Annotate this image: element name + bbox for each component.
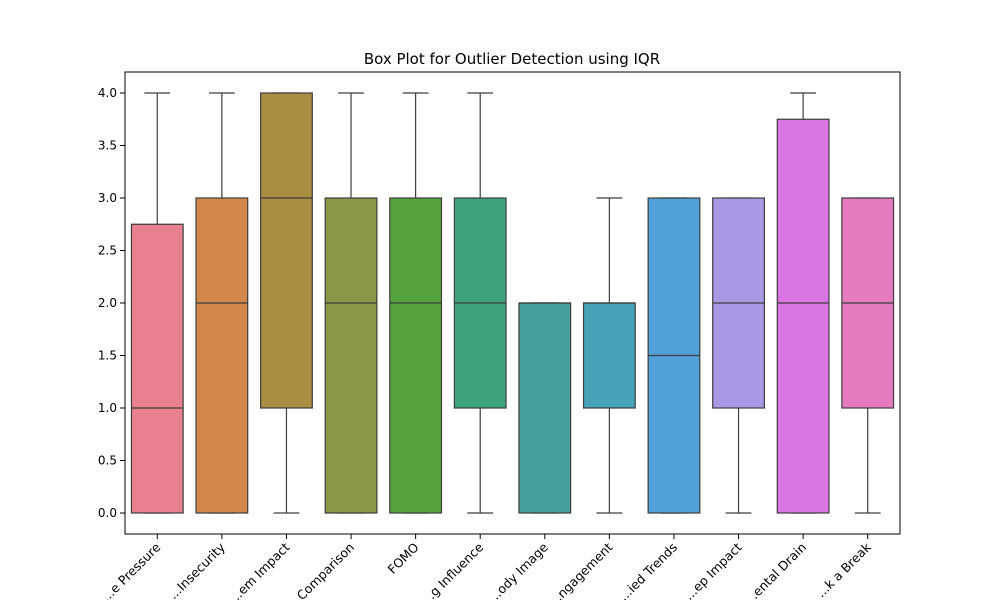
x-tick-label: ...ngagement: [546, 539, 616, 600]
plot-area-frame: [124, 71, 901, 535]
y-tick-label: 3.0: [98, 191, 117, 205]
x-tick-label: ...ental Drain: [741, 540, 809, 600]
x-tick-label: ...g Influence: [418, 539, 486, 600]
y-tick-label: 1.5: [98, 349, 117, 363]
iqr-box: [582, 302, 636, 409]
x-tick-label: ...e Pressure: [98, 539, 163, 600]
x-tick-label: ...ep Impact: [681, 539, 745, 600]
iqr-box: [195, 197, 249, 514]
box-series: [130, 92, 895, 514]
y-tick-label: 4.0: [98, 86, 117, 100]
y-tick-label: 0.0: [98, 506, 117, 520]
x-tick-label: ...Comparison: [285, 540, 357, 600]
x-tick-label: ...ody Image: [485, 539, 551, 600]
iqr-box: [776, 118, 830, 514]
y-tick-label: 3.5: [98, 139, 117, 153]
y-tick-label: 1.0: [98, 401, 117, 415]
y-tick-label: 0.5: [98, 454, 117, 468]
iqr-box: [130, 223, 184, 514]
iqr-box: [389, 197, 443, 514]
y-tick-label: 2.0: [98, 296, 117, 310]
x-tick-label: ...em Impact: [226, 539, 293, 600]
chart-title: Box Plot for Outlier Detection using IQR: [364, 50, 660, 68]
box-4: [324, 92, 378, 514]
x-tick-label: FOMO: [385, 539, 422, 576]
box-10: [712, 197, 765, 514]
y-tick-label: 2.5: [98, 244, 117, 258]
x-axis: ...e Pressure ...Insecurity...em Impact..…: [98, 534, 874, 600]
iqr-box: [324, 197, 378, 514]
box-5: [389, 92, 443, 514]
box-7: [518, 302, 572, 514]
x-tick-label: ...k a Break: [813, 539, 874, 600]
y-axis: 0.0 0.5 1.0 1.5 2.0 2.5 3.0 3.5 4.0: [98, 86, 125, 520]
box-8: [582, 197, 636, 514]
box-9: [647, 197, 701, 514]
x-tick-label: ...Insecurity: [165, 539, 228, 600]
box-12: [841, 197, 895, 514]
box-2: [195, 92, 249, 514]
box-3: [260, 92, 313, 514]
box-6: [453, 92, 507, 514]
box-11: [776, 92, 830, 514]
x-tick-label: ...ied Trends: [616, 540, 680, 600]
iqr-box: [260, 92, 313, 409]
iqr-box: [518, 302, 572, 514]
box-1: [130, 92, 184, 514]
